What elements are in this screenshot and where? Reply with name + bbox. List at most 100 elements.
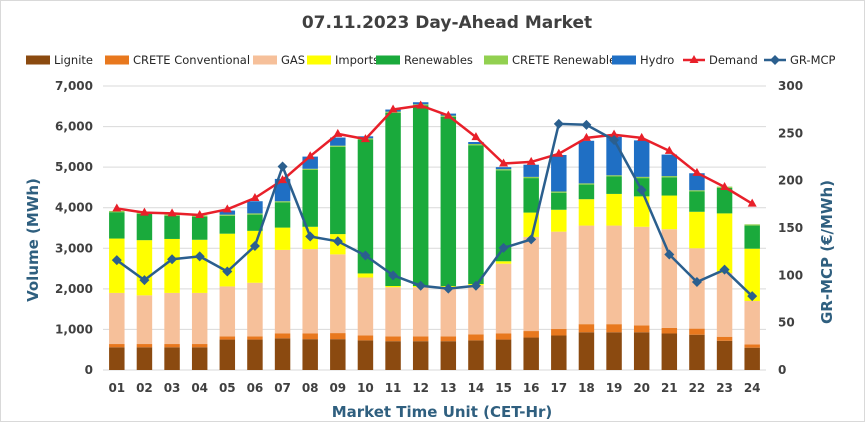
point-demand <box>581 132 591 141</box>
bar-crete-renewables <box>633 176 650 179</box>
line-demand <box>116 104 753 217</box>
bar-renewables <box>302 169 318 227</box>
legend-swatch-gas <box>253 55 277 65</box>
point-gr-mcp <box>249 240 260 251</box>
bar-gas <box>468 285 484 335</box>
bar-lignite <box>412 341 429 370</box>
bar-crete-conventional <box>302 333 318 340</box>
bar-crete-conventional <box>551 329 567 336</box>
bar-gas <box>440 287 457 337</box>
bar-hydro <box>330 137 346 146</box>
bar-hydro <box>495 167 512 170</box>
y-tick-label: 0 <box>85 363 93 377</box>
bar-gas <box>578 225 595 325</box>
point-demand <box>443 110 453 119</box>
bar-crete-renewables <box>551 191 567 193</box>
bar-gas <box>412 287 429 337</box>
bar-hydro <box>551 154 567 192</box>
y2-tick-label: 150 <box>778 221 803 235</box>
bar-lignite <box>440 341 457 370</box>
bar-crete-conventional <box>247 336 263 340</box>
x-tick-label: 10 <box>357 381 374 395</box>
point-demand <box>333 128 343 137</box>
bar-crete-renewables <box>468 144 484 146</box>
bar-lignite <box>109 347 125 370</box>
point-gr-mcp <box>691 276 702 287</box>
bar-hydro <box>468 141 484 145</box>
bar-renewables <box>357 139 374 274</box>
legend-label-demand: Demand <box>709 53 758 67</box>
bar-crete-renewables <box>523 176 539 179</box>
point-gr-mcp <box>277 161 288 172</box>
bar-gas <box>716 273 733 337</box>
x-tick-label: 16 <box>523 381 540 395</box>
bar-renewables <box>551 192 567 210</box>
bar-imports <box>716 213 733 274</box>
bar-lignite <box>330 339 346 370</box>
bar-crete-renewables <box>661 176 678 178</box>
y-tick-label: 4,000 <box>55 201 93 215</box>
bar-crete-renewables <box>274 201 291 203</box>
legend-label-hydro: Hydro <box>640 53 674 67</box>
point-demand <box>360 134 370 143</box>
bar-gas <box>551 231 567 330</box>
bar-crete-conventional <box>661 327 678 334</box>
bar-lignite <box>744 347 760 370</box>
y-tick-label: 5,000 <box>55 160 93 174</box>
bar-renewables <box>523 178 539 213</box>
bar-imports <box>274 227 291 250</box>
bar-renewables <box>330 146 346 235</box>
bar-imports <box>606 193 622 226</box>
x-tick-label: 01 <box>108 381 125 395</box>
legend-marker-gr-mcp <box>770 55 780 65</box>
bar-gas <box>247 282 263 337</box>
bar-gas <box>109 292 125 345</box>
bar-renewables <box>606 176 622 194</box>
bar-imports <box>109 238 125 293</box>
bar-gas <box>302 249 318 334</box>
bar-gas <box>164 292 180 345</box>
x-tick-label: 07 <box>274 381 291 395</box>
legend: Lignite CRETE Conventional GAS Imports Renew… <box>26 53 836 67</box>
x-tick-label: 06 <box>247 381 264 395</box>
bar-lignite <box>716 340 733 370</box>
bar-imports <box>247 230 263 283</box>
bar-crete-conventional <box>274 333 291 339</box>
bar-gas <box>633 226 650 326</box>
bar-imports <box>495 261 512 264</box>
legend-label-gas: GAS <box>281 53 305 67</box>
bar-imports <box>689 211 705 249</box>
bar-lignite <box>219 339 236 370</box>
point-demand <box>609 129 619 138</box>
legend-label-renewables: Renewables <box>404 53 473 67</box>
legend-label-imports: Imports <box>335 53 379 67</box>
x-tick-label: 19 <box>606 381 623 395</box>
point-demand <box>388 104 398 113</box>
bar-renewables <box>385 112 401 287</box>
bar-renewables <box>191 216 208 240</box>
legend-swatch-crete-renewables <box>484 55 508 65</box>
point-gr-mcp <box>443 283 454 294</box>
bar-hydro <box>633 140 650 177</box>
bar-crete-renewables <box>330 145 346 147</box>
bar-crete-conventional <box>219 336 236 340</box>
bar-renewables <box>440 116 457 287</box>
x-tick-label: 18 <box>578 381 595 395</box>
y2-tick-label: 200 <box>778 174 803 188</box>
bar-crete-renewables <box>578 183 595 185</box>
point-demand <box>416 100 426 109</box>
bar-lignite <box>164 347 180 370</box>
bar-crete-renewables <box>219 214 236 216</box>
point-gr-mcp <box>305 231 316 242</box>
series-lines <box>111 100 758 302</box>
point-demand <box>195 210 205 219</box>
bar-lignite <box>523 337 539 370</box>
bar-crete-renewables <box>109 210 125 213</box>
bar-crete-conventional <box>689 328 705 335</box>
point-gr-mcp <box>332 236 343 247</box>
x-axis: 01 02 03 04 05 06 07 08 09 10 11 12 13 14 15 16 17 18 19 20… <box>108 381 760 395</box>
bar-lignite <box>468 340 484 370</box>
y-axis-left: 0 1,000 2,000 3,000 4,000 5,000 6,000 7,000 <box>55 79 93 377</box>
point-demand <box>471 132 481 141</box>
